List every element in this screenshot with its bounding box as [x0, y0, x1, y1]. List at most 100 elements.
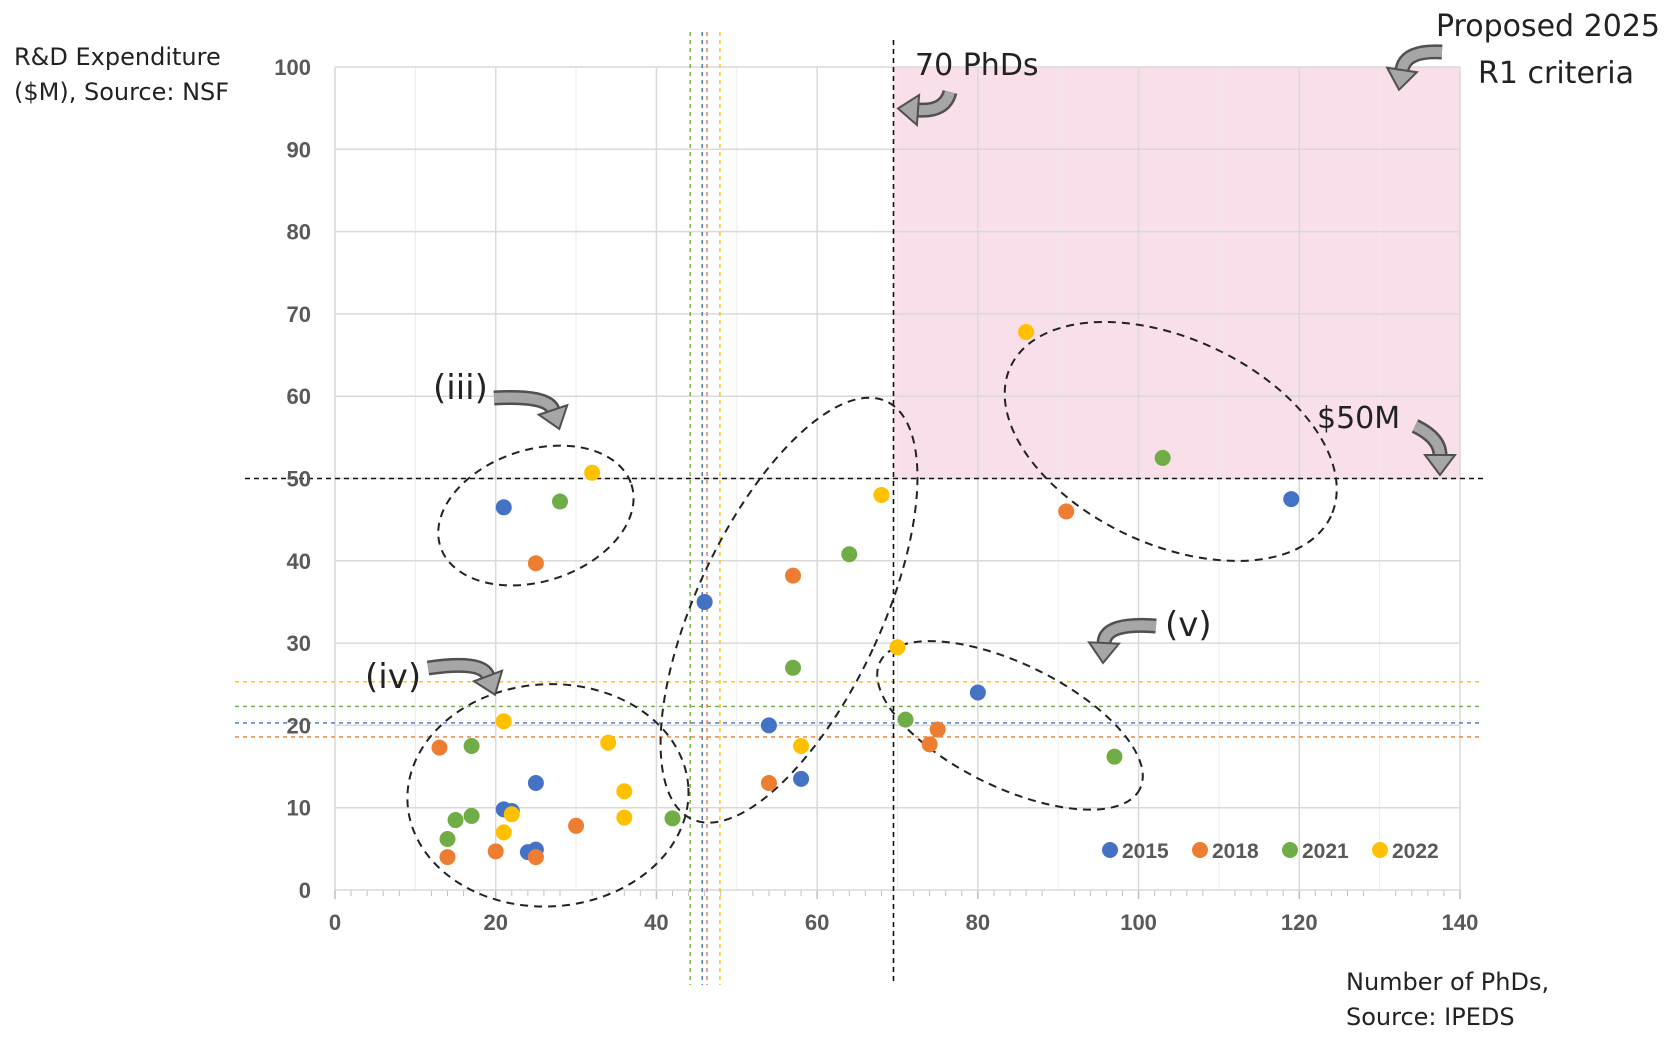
annotation-50m: $50M [1317, 401, 1400, 436]
data-point-2018 [760, 775, 777, 792]
x-tick-label: 0 [329, 910, 341, 935]
cluster-ellipse-middle [659, 396, 919, 824]
data-points-layer [431, 324, 1300, 866]
x-tick-label: 40 [644, 910, 668, 935]
annotation-arrows-layer [426, 44, 1457, 697]
y-tick-label: 50 [287, 467, 311, 492]
iii-arrow [493, 390, 569, 431]
fifty-m-arrow [1411, 419, 1457, 477]
legend-marker-2015 [1102, 842, 1118, 858]
data-point-2015 [495, 499, 512, 516]
iv-arrow-shaft [427, 660, 493, 679]
legend-label-2018: 2018 [1212, 840, 1259, 863]
iii-arrow-shaft [493, 392, 558, 413]
proposed-region [893, 67, 1460, 479]
legend-marker-2022 [1372, 842, 1388, 858]
seventy-phds-arrow [896, 89, 958, 128]
y-axis-title-line1: R&D Expenditure [14, 43, 221, 71]
annotation-iii: (iii) [433, 368, 488, 408]
data-point-2015 [760, 717, 777, 734]
data-point-2018 [921, 736, 938, 753]
seventy-phds-arrow-shaft [917, 90, 955, 116]
data-point-2022 [873, 486, 890, 503]
data-point-2021 [897, 711, 914, 728]
proposed-region-label-line2: R1 criteria [1478, 56, 1634, 91]
y-tick-label: 100 [274, 55, 311, 80]
data-point-2022 [793, 737, 810, 754]
data-point-2022 [584, 464, 601, 481]
data-point-2018 [527, 555, 544, 572]
data-point-2022 [616, 783, 633, 800]
cluster-ellipse-v [876, 640, 1144, 811]
legend-marker-2018 [1192, 842, 1208, 858]
data-point-2022 [495, 824, 512, 841]
y-axis-title-line2: ($M), Source: NSF [14, 77, 230, 106]
x-tick-label: 100 [1120, 910, 1157, 935]
data-point-2018 [1058, 503, 1075, 520]
data-point-2021 [463, 737, 480, 754]
y-tick-label: 20 [287, 713, 311, 738]
y-tick-label: 80 [287, 220, 311, 245]
data-point-2018 [568, 817, 585, 834]
proposed-region-arrow [1385, 44, 1443, 92]
y-tick-label: 30 [287, 631, 311, 656]
data-point-2018 [439, 849, 456, 866]
data-point-2022 [600, 734, 617, 751]
data-point-2021 [841, 546, 858, 563]
annotation-70-phds: 70 PhDs [915, 48, 1039, 83]
data-point-2021 [552, 493, 568, 510]
annotation-v: (v) [1165, 605, 1212, 645]
annotation-iv: (iv) [365, 657, 421, 697]
cluster-ellipse-iv [406, 683, 690, 908]
data-point-2018 [431, 739, 448, 756]
data-point-2018 [487, 843, 504, 860]
cluster-ellipses-layer [406, 320, 1338, 908]
data-point-2022 [1018, 324, 1035, 341]
cluster-ellipse-iii [437, 444, 635, 587]
legend: 2015 2018 2021 2022 [1102, 840, 1439, 863]
iv-arrow [426, 657, 504, 697]
x-tick-label: 20 [483, 910, 507, 935]
y-tick-label: 90 [287, 137, 311, 162]
y-axis-title: R&D Expenditure ($M), Source: NSF [14, 40, 229, 110]
data-point-2015 [527, 775, 544, 792]
x-tick-label: 120 [1281, 910, 1318, 935]
data-point-2021 [439, 830, 456, 847]
y-tick-label: 40 [287, 549, 311, 574]
data-point-2015 [793, 770, 810, 787]
data-point-2018 [929, 721, 946, 738]
data-point-2015 [696, 593, 713, 610]
proposed-region-label-line1: Proposed 2025 [1436, 9, 1660, 44]
data-point-2021 [463, 807, 480, 824]
x-axis-title-line2: Source: IPEDS [1346, 1002, 1515, 1031]
cluster-ellipse-top-right [1003, 320, 1338, 562]
x-axis-title: Number of PhDs, Source: IPEDS [1346, 965, 1549, 1035]
x-tick-label: 60 [805, 910, 829, 935]
data-point-2015 [969, 684, 986, 701]
data-point-2022 [495, 713, 512, 730]
data-point-2022 [503, 806, 520, 823]
legend-label-2015: 2015 [1122, 840, 1169, 863]
legend-marker-2021 [1282, 842, 1298, 858]
data-point-2022 [616, 809, 633, 826]
x-tick-label: 80 [966, 910, 990, 935]
x-tick-label: 140 [1442, 910, 1479, 935]
seventy-phds-arrow-head [896, 93, 921, 128]
data-point-2018 [785, 567, 802, 584]
data-point-2018 [527, 849, 544, 866]
iii-arrow-head [536, 403, 569, 431]
legend-label-2022: 2022 [1392, 840, 1439, 863]
x-axis-title-line1: Number of PhDs, [1346, 968, 1550, 996]
data-point-2022 [889, 639, 906, 656]
data-point-2021 [785, 659, 802, 676]
fifty-m-arrow-shaft [1412, 421, 1445, 456]
fifty-m-arrow-head [1423, 454, 1457, 477]
data-point-2015 [1283, 491, 1300, 508]
tick-labels-layer: 0 20 40 60 80 100 120 140 0 10 20 30 40 50 60 70 80 90 100 [274, 55, 1478, 935]
legend-label-2021: 2021 [1302, 840, 1349, 863]
data-point-2021 [664, 810, 681, 827]
iv-arrow-head [471, 669, 504, 697]
y-tick-label: 0 [299, 878, 311, 903]
proposed-region-arrow-head [1385, 66, 1419, 92]
